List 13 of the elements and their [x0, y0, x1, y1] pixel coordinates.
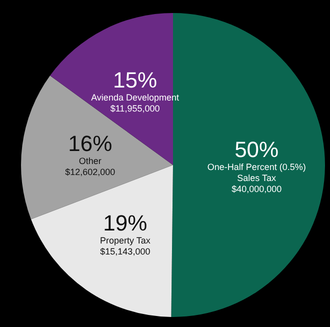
data-label: $12,602,000	[65, 167, 116, 178]
text: 15%	[113, 68, 158, 93]
pie-slice	[31, 165, 173, 317]
data-label: $15,143,000	[100, 246, 150, 257]
slice-label: Other	[78, 156, 102, 166]
data-label: $11,955,000	[110, 104, 160, 114]
text: 19%	[103, 210, 148, 236]
slice-label: One-Half Percent (0.5%) Sales Tax	[207, 162, 306, 183]
slice-label: Property Tax	[100, 236, 151, 246]
text: 16%	[68, 131, 112, 156]
slice-label: Avienda Development	[91, 92, 180, 103]
data-label: $40,000,000	[232, 184, 282, 194]
text: 50%	[234, 136, 279, 162]
